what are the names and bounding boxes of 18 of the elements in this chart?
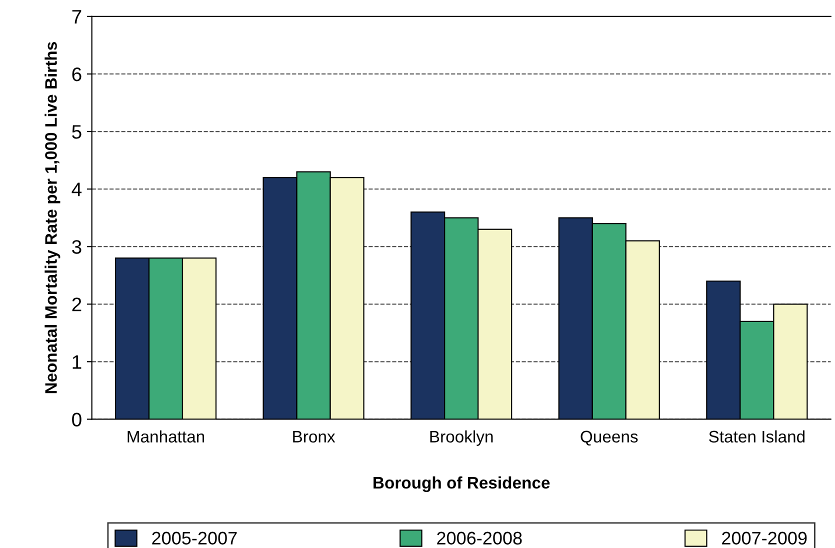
y-tick-label: 0 (72, 412, 82, 426)
x-tick-label: Manhattan (128, 430, 204, 443)
x-tick-label: Staten Island (709, 430, 804, 443)
y-tick-label: 2 (72, 298, 82, 312)
legend-label: 2007-2009 (722, 532, 807, 545)
y-tick-label: 7 (72, 10, 82, 24)
y-tick-label: 5 (72, 125, 82, 139)
legend-label: 2005-2007 (152, 532, 237, 545)
x-tick-label: Bronx (293, 430, 336, 443)
x-tick-label: Queens (580, 430, 638, 446)
x-axis-title: Borough of Residence (374, 476, 550, 492)
legend-label: 2006-2008 (437, 532, 522, 545)
y-tick-label: 3 (72, 240, 82, 254)
x-tick-label: Brooklyn (430, 430, 493, 446)
y-tick-label: 1 (72, 355, 82, 369)
y-tick-label: 6 (72, 67, 82, 82)
y-tick-label: 4 (72, 182, 82, 196)
y-axis-title: Neonatal Mortality Rate per 1,000 Live Births (44, 42, 60, 394)
